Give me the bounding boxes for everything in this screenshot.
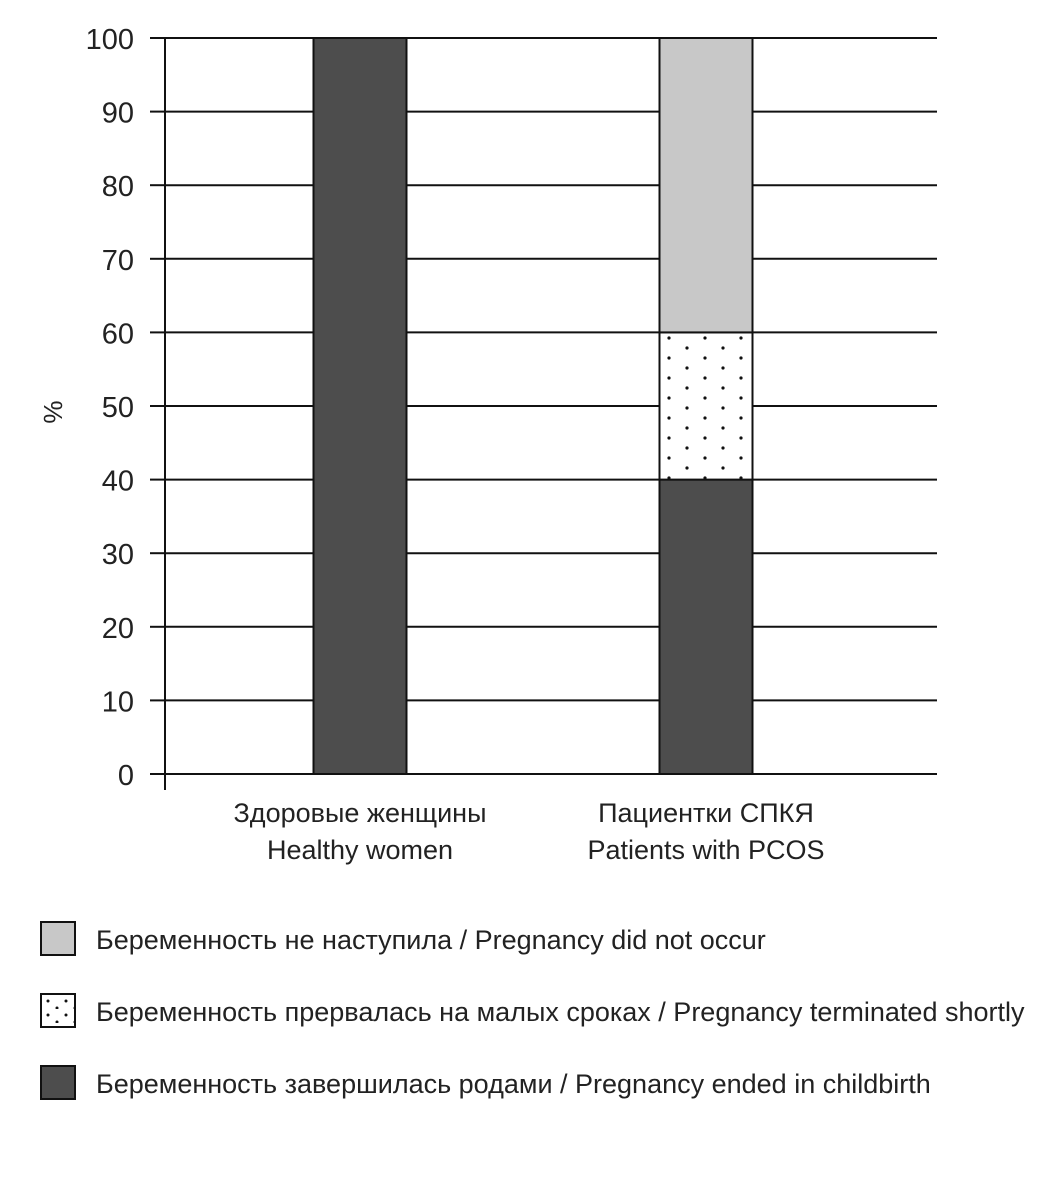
- y-tick-label: 50: [102, 392, 134, 424]
- y-tick-label: 40: [102, 466, 134, 498]
- y-tick-label: 0: [118, 760, 134, 792]
- legend-label: Беременность завершилась родами / Pregna…: [96, 1069, 931, 1099]
- bar-segment-1-2: [658, 37, 754, 334]
- legend-label: Беременность не наступила / Pregnancy di…: [96, 925, 766, 955]
- x-category-label: Здоровые женщины: [234, 798, 487, 828]
- legend-swatch: [40, 1065, 76, 1100]
- bar-segment-0-0: [312, 37, 408, 775]
- y-tick-label: 30: [102, 539, 134, 571]
- y-tick-label: 20: [102, 613, 134, 645]
- bar-segment-1-0: [658, 478, 754, 775]
- y-tick-label: 10: [102, 686, 134, 718]
- legend-swatch: [40, 993, 76, 1028]
- x-category-label: Healthy women: [267, 835, 453, 865]
- y-axis-label: %: [38, 400, 68, 423]
- x-category-label: Пациентки СПКЯ: [598, 798, 814, 828]
- y-tick-label: 100: [86, 24, 134, 56]
- legend-label: Беременность прервалась на малых сроках …: [96, 997, 1025, 1027]
- y-tick-label: 70: [102, 245, 134, 277]
- x-category-label: Patients with PCOS: [587, 835, 824, 865]
- y-tick-label: 90: [102, 98, 134, 130]
- y-tick-label: 80: [102, 171, 134, 203]
- bar-segment-1-1: [658, 331, 754, 481]
- y-tick-label: 60: [102, 318, 134, 350]
- legend-swatch: [40, 921, 76, 956]
